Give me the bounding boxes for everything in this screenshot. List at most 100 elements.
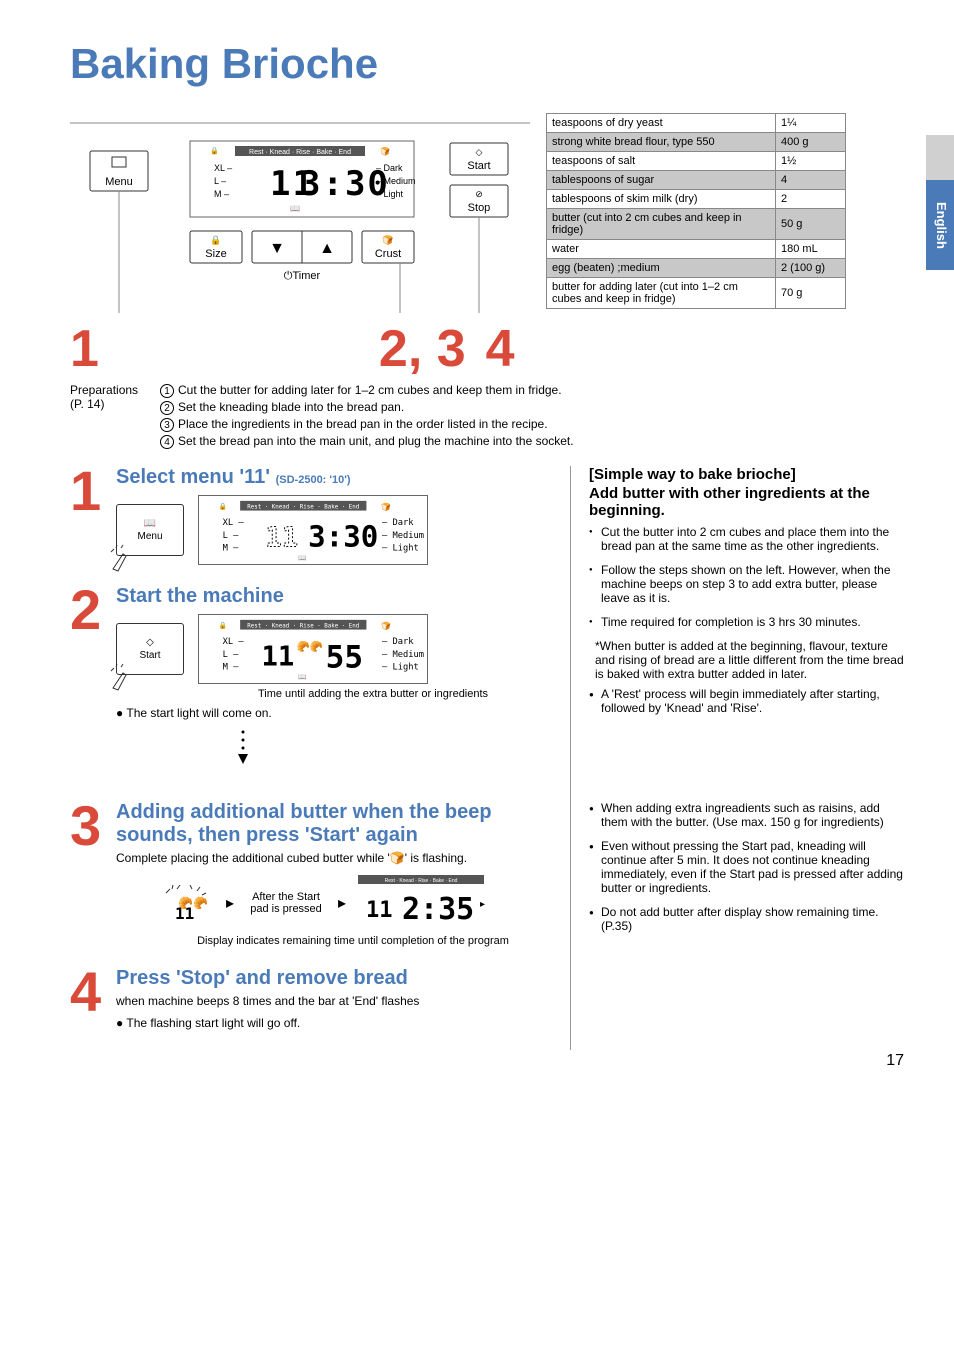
list-item: Even without pressing the Start pad, kne… xyxy=(589,839,904,895)
svg-text:XL –: XL – xyxy=(223,637,245,647)
list-item: Follow the steps shown on the left. Howe… xyxy=(589,563,904,605)
list-item: Cut the butter into 2 cm cubes and place… xyxy=(589,525,904,553)
svg-text:🍞: 🍞 xyxy=(382,234,393,245)
control-panel-diagram: Menu 🔒 Rest · Knead · Rise · Bake · End … xyxy=(70,113,530,328)
step-1-number: 1 xyxy=(70,466,108,565)
step-1-sub: (SD-2500: '10') xyxy=(276,474,351,486)
book-icon: 📖 xyxy=(144,518,156,529)
overview-step-numbers: 1 2, 3 4 xyxy=(70,323,904,375)
table-row: water180 mL xyxy=(547,240,846,259)
svg-text:2:35: 2:35 xyxy=(402,892,474,927)
svg-text:11: 11 xyxy=(262,642,295,673)
step-4-title: Press 'Stop' and remove bread xyxy=(116,967,550,990)
start-button-text: Start xyxy=(139,650,160,661)
svg-text:11: 11 xyxy=(265,523,298,554)
svg-text:XL –: XL – xyxy=(223,518,245,528)
svg-text:11: 11 xyxy=(175,904,194,921)
svg-text:📖: 📖 xyxy=(298,673,307,681)
overview-n1: 1 xyxy=(70,323,99,375)
step-3-title: Adding additional butter when the beep s… xyxy=(116,801,550,847)
step-2-title: Start the machine xyxy=(116,585,550,608)
svg-text:📖: 📖 xyxy=(298,554,307,562)
page-number: 17 xyxy=(886,1052,904,1070)
svg-text:🔒: 🔒 xyxy=(210,147,219,155)
step-4-note: The flashing start light will go off. xyxy=(116,1016,550,1030)
svg-text:🥐🥐: 🥐🥐 xyxy=(296,640,323,653)
svg-text:M –: M – xyxy=(214,189,229,199)
svg-text:Rest · Knead · Rise · Bake · E: Rest · Knead · Rise · Bake · End xyxy=(249,149,351,156)
svg-text:▸: ▸ xyxy=(480,899,485,910)
preparations-ref: (P. 14) xyxy=(70,397,150,411)
list-item: Time required for completion is 3 hrs 30… xyxy=(589,615,904,629)
step-1: 1 Select menu '11' (SD-2500: '10') 📖 Men… xyxy=(70,466,550,565)
overview-n23: 2, 3 xyxy=(379,323,466,375)
step-3: 3 Adding additional butter when the beep… xyxy=(70,801,550,947)
svg-text:🍞: 🍞 xyxy=(381,621,391,631)
svg-text:▲: ▲ xyxy=(319,240,335,257)
step-1-title: Select menu '11' xyxy=(116,466,270,488)
svg-text:🍞: 🍞 xyxy=(381,502,391,512)
prep-step: 4Set the bread pan into the main unit, a… xyxy=(160,434,904,449)
menu-button-label: Menu xyxy=(105,176,133,188)
svg-text:– Medium: – Medium xyxy=(382,650,424,660)
lcd-display-step3: Rest · Knead · Rise · Bake · End 11 2:35… xyxy=(358,875,488,931)
svg-text:M –: M – xyxy=(223,662,240,672)
svg-text:▼: ▼ xyxy=(269,240,285,257)
svg-text:Rest · Knead · Rise · Bake · E: Rest · Knead · Rise · Bake · End xyxy=(247,624,359,630)
lcd-display-step2: 🔒 Rest · Knead · Rise · Bake · End 🍞 XL … xyxy=(198,614,428,684)
svg-text:Stop: Stop xyxy=(468,202,491,214)
svg-text:– Dark: – Dark xyxy=(382,518,414,528)
finger-press-icon xyxy=(108,663,138,693)
step-4: 4 Press 'Stop' and remove bread when mac… xyxy=(70,967,550,1030)
arrow-right-icon: ▸ xyxy=(226,893,234,913)
svg-text:Rest · Knead · Rise · Bake · E: Rest · Knead · Rise · Bake · End xyxy=(385,878,458,884)
ingredients-table: teaspoons of dry yeast1¼strong white bre… xyxy=(546,113,846,309)
language-tab: English xyxy=(926,180,954,270)
svg-text:– Medium: – Medium xyxy=(382,531,424,541)
step-2: 2 Start the machine ◇ Start 🔒 xyxy=(70,585,550,781)
ingredient-flash-icon: 🥐🥐11 xyxy=(156,880,214,926)
svg-text:🍞: 🍞 xyxy=(380,146,390,156)
dotted-arrow-icon xyxy=(236,728,550,773)
step-4-number: 4 xyxy=(70,967,108,1030)
finger-press-icon xyxy=(108,544,138,574)
svg-text:XL –: XL – xyxy=(214,163,232,173)
list-item: A 'Rest' process will begin immediately … xyxy=(589,687,904,715)
svg-text:🔒: 🔒 xyxy=(210,235,221,245)
right-heading-2: Add butter with other ingredients at the… xyxy=(589,485,904,519)
svg-text:L –: L – xyxy=(223,531,240,541)
svg-text:⏻Timer: ⏻Timer xyxy=(284,270,321,282)
overview-n4: 4 xyxy=(486,323,515,375)
svg-text:🔒: 🔒 xyxy=(219,503,227,511)
step-3-number: 3 xyxy=(70,801,108,947)
svg-text:📖: 📖 xyxy=(290,204,300,213)
table-row: teaspoons of dry yeast1¼ xyxy=(547,114,846,133)
svg-text:3:30: 3:30 xyxy=(308,520,378,554)
right-note: *When butter is added at the beginning, … xyxy=(589,639,904,681)
svg-text:3:30: 3:30 xyxy=(300,164,390,204)
preparations-block: Preparations (P. 14) 1Cut the butter for… xyxy=(70,383,904,451)
arrow-right-icon: ▸ xyxy=(338,893,346,913)
svg-text:– Light: – Light xyxy=(382,543,419,553)
step-2-number: 2 xyxy=(70,585,108,781)
svg-text:Rest · Knead · Rise · Bake · E: Rest · Knead · Rise · Bake · End xyxy=(247,505,359,511)
step-4-text: when machine beeps 8 times and the bar a… xyxy=(116,994,550,1008)
svg-text:M –: M – xyxy=(223,543,240,553)
step-2-caption: Time until adding the extra butter or in… xyxy=(196,688,550,700)
page-title: Baking Brioche xyxy=(70,40,904,88)
page-edge-strip xyxy=(926,135,954,180)
menu-button-text: Menu xyxy=(137,531,162,542)
lcd-display-step1: 🔒 Rest · Knead · Rise · Bake · End 🍞 XL … xyxy=(198,495,428,565)
svg-text:Size: Size xyxy=(205,248,226,260)
right-heading-1: [Simple way to bake brioche] xyxy=(589,466,904,483)
prep-step: 1Cut the butter for adding later for 1–2… xyxy=(160,383,904,398)
svg-text:55: 55 xyxy=(326,639,363,675)
table-row: tablespoons of sugar4 xyxy=(547,171,846,190)
list-item: When adding extra ingreadients such as r… xyxy=(589,801,904,829)
table-row: egg (beaten) ;medium2 (100 g) xyxy=(547,259,846,278)
after-start-text: After the Start pad is pressed xyxy=(246,891,326,915)
svg-text:L –: L – xyxy=(223,650,240,660)
table-row: tablespoons of skim milk (dry)2 xyxy=(547,190,846,209)
svg-text:⊘: ⊘ xyxy=(475,189,483,199)
svg-text:Start: Start xyxy=(467,160,490,172)
